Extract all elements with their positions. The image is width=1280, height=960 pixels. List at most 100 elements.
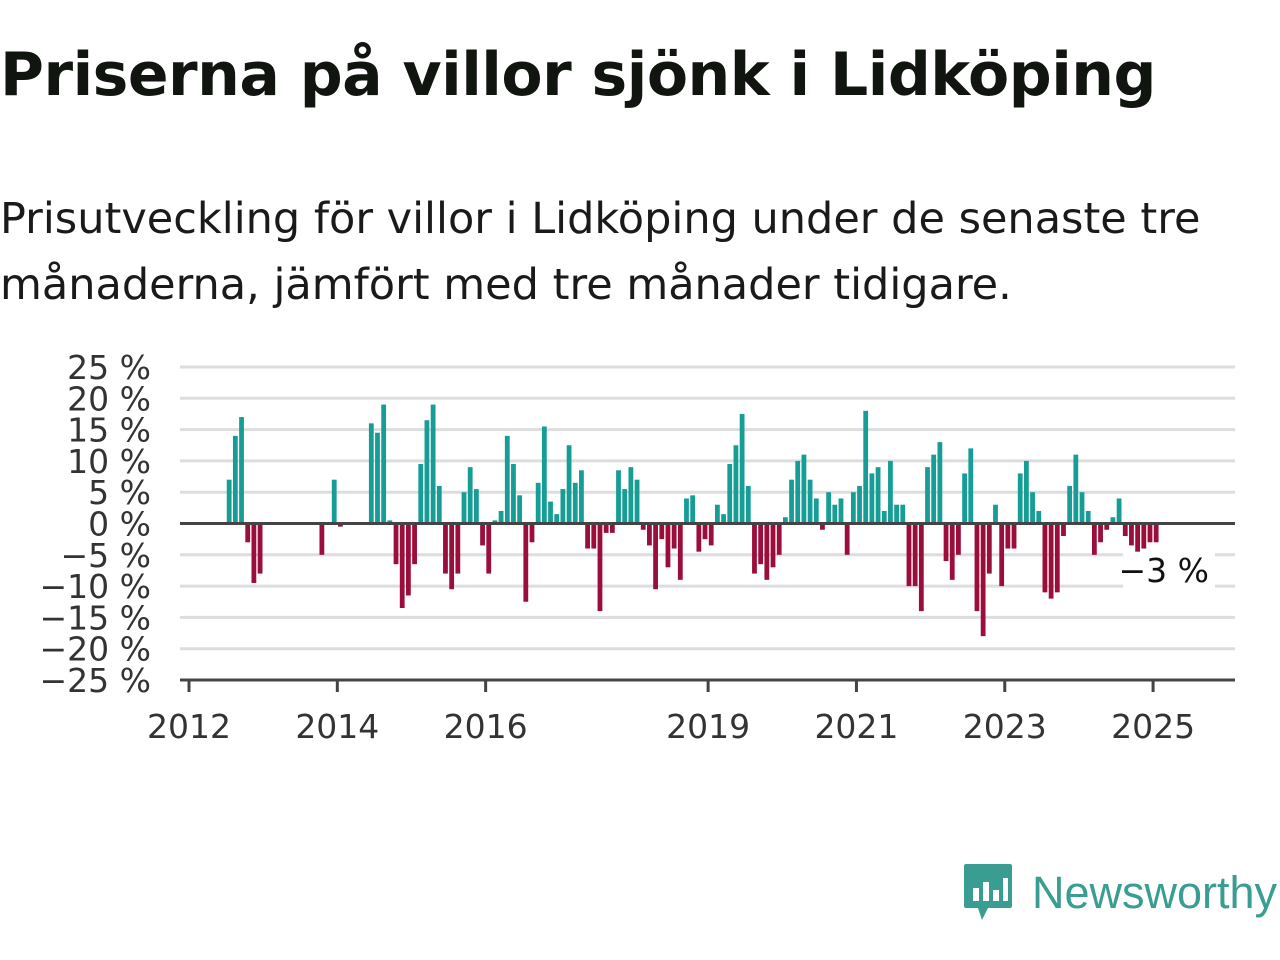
bar [931,454,937,524]
y-tick-label: 10 % [67,442,151,481]
bar [869,473,875,524]
y-tick-label: −5 % [61,536,152,575]
bar [714,504,720,524]
bar [925,467,930,524]
bar [473,489,479,524]
bar [498,510,504,524]
bar [579,470,584,524]
bar [640,523,646,530]
chart-subtitle: Prisutveckling för villor i Lidköping un… [0,194,1201,310]
bar [832,504,838,524]
bar [894,504,900,524]
bar [659,523,665,540]
bar [912,523,918,587]
bar [671,523,677,549]
bar [257,523,263,574]
bar [1153,523,1159,543]
bar [980,523,986,637]
bar [455,523,461,574]
bar [1129,523,1134,546]
bar [696,523,702,552]
bar [1036,510,1042,524]
bar [820,523,825,530]
bar [405,523,411,596]
bar [1042,523,1048,593]
bar [517,495,523,524]
bar [572,482,578,524]
bar [1061,523,1066,537]
bar [622,489,628,524]
bar [653,523,658,590]
x-tick-label: 2021 [814,707,898,746]
x-tick-label: 2012 [147,707,231,746]
bar [850,492,856,524]
bar [863,410,869,524]
bar [776,523,782,555]
bar [430,404,436,524]
bar [1085,510,1091,524]
x-tick-label: 2019 [666,707,750,746]
bar [807,479,813,524]
end-value-label: −3 % [1118,551,1209,590]
y-tick-label: −25 % [40,661,152,700]
bar [684,498,689,524]
bar [900,504,906,524]
bar [461,492,467,524]
chart-title: Priserna på villor sjönk i Lidköping [0,40,1156,110]
bar [962,473,967,524]
newsworthy-brand-name: Newsworthy [1032,867,1278,918]
bar [1135,523,1141,552]
bar [727,464,733,524]
bar [690,495,696,524]
bar [795,460,801,524]
bar [634,479,640,524]
bar [399,523,405,609]
bar [381,404,387,524]
bar [782,517,788,524]
bar [418,464,424,524]
bar [801,454,807,524]
y-tick-label: 5 % [88,473,151,512]
y-tick-label: −10 % [40,567,152,606]
bar [467,467,473,524]
bar [956,523,961,555]
bar [739,413,745,524]
bar [999,523,1005,587]
y-tick-label: −15 % [40,598,152,637]
y-tick-label: 20 % [67,379,151,418]
bar [554,514,560,524]
bar [708,523,714,546]
bar [239,417,244,524]
x-tick-label: 2023 [963,707,1047,746]
bar [1122,523,1128,537]
bar [677,523,683,580]
bar [1104,523,1110,530]
bar [789,479,794,524]
bar [826,492,832,524]
bar [523,523,529,602]
x-tick-label: 2016 [444,707,528,746]
bar [591,523,597,549]
bar [752,523,757,574]
y-tick-label: 15 % [67,411,151,450]
bar [1048,523,1054,599]
bar [758,523,764,565]
bar [368,423,374,524]
bar [560,489,566,524]
bar [1079,492,1085,524]
bar [375,432,380,524]
bar [906,523,912,587]
bar [1141,523,1147,549]
bar [745,485,751,524]
bar [412,523,417,565]
bar [251,523,257,583]
bar [875,467,881,524]
bar [232,435,238,524]
bar [387,520,393,524]
bar [1110,517,1116,524]
x-tick-label: 2025 [1111,707,1195,746]
bar [949,523,955,580]
bar [1067,485,1073,524]
bar [1147,523,1153,543]
bar [974,523,980,612]
